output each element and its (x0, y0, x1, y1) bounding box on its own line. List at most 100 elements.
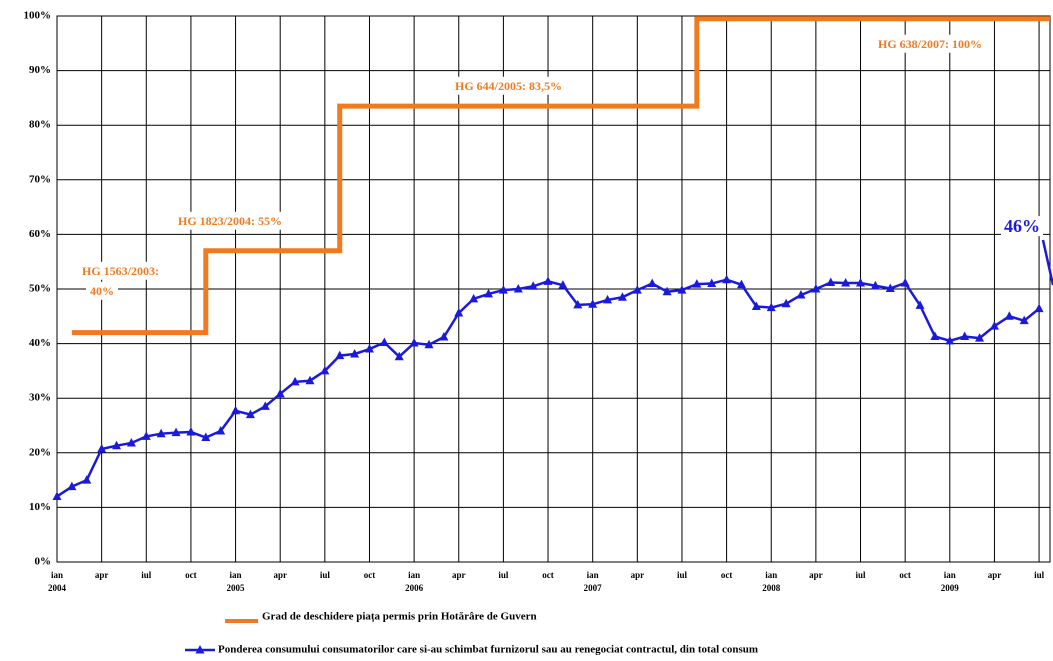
callout-pointer (1041, 239, 1053, 286)
x-tick-label: oct (721, 570, 733, 580)
legend-label: Grad de deschidere piața permis prin Hot… (262, 611, 537, 623)
point-marker (97, 443, 107, 453)
annotation-box (78, 261, 163, 280)
x-tick-label: oct (542, 570, 554, 580)
x-tick-label: iul (677, 570, 688, 580)
annotation-box (874, 34, 986, 53)
y-tick-label: 50% (29, 283, 51, 295)
x-tick-label: apr (988, 570, 1002, 580)
x-tick-label: apr (452, 570, 466, 580)
point-marker (394, 351, 404, 361)
point-marker (647, 278, 657, 288)
x-year-label: 2006 (405, 583, 424, 593)
y-tick-label: 30% (29, 392, 51, 404)
x-year-label: 2007 (584, 583, 603, 593)
annotation: HG 1823/2004: 55% (178, 214, 282, 228)
y-tick-label: 80% (29, 119, 51, 131)
point-marker (1034, 303, 1044, 313)
point-marker (915, 300, 925, 309)
point-marker (960, 331, 970, 341)
point-marker (707, 278, 717, 288)
point-marker (82, 475, 92, 484)
point-marker (841, 277, 851, 287)
callout: 46% (1004, 216, 1040, 236)
point-marker (454, 308, 464, 317)
point-marker (409, 338, 419, 347)
annotation: HG 1563/2003: (82, 264, 159, 278)
legend-label: Ponderea consumului consumatorilor care … (218, 644, 758, 656)
point-marker (528, 281, 538, 290)
point-marker (231, 405, 241, 415)
x-tick-label: oct (185, 570, 197, 580)
point-marker (52, 491, 62, 500)
point-marker (1019, 315, 1029, 325)
point-marker (766, 302, 776, 312)
point-marker (603, 294, 613, 304)
x-year-label: 2008 (762, 583, 781, 593)
point-marker (632, 285, 642, 294)
point-marker (796, 290, 806, 299)
x-tick-label: ian (587, 570, 599, 580)
x-tick-label: ian (51, 570, 63, 580)
y-tick-label: 60% (29, 228, 51, 240)
annotation: 40% (90, 284, 114, 298)
annotation: HG 644/2005: 83,5% (455, 79, 562, 93)
point-marker (498, 285, 508, 294)
x-year-label: 2009 (941, 583, 960, 593)
point-marker (975, 333, 985, 342)
x-tick-label: ian (230, 570, 242, 580)
callout-box (1001, 216, 1043, 237)
point-marker (171, 427, 181, 437)
point-marker (677, 285, 687, 294)
annotation-box (451, 76, 566, 95)
point-marker (617, 292, 627, 301)
point-marker (736, 279, 746, 289)
x-tick-label: oct (364, 570, 376, 580)
annotation-box (174, 211, 286, 230)
x-tick-label: iul (320, 570, 331, 580)
point-marker (558, 280, 568, 289)
point-marker (201, 432, 211, 442)
x-tick-label: iul (141, 570, 152, 580)
point-marker (543, 276, 553, 285)
point-marker (588, 299, 598, 308)
point-marker (811, 284, 821, 293)
point-marker (245, 409, 255, 419)
x-tick-label: apr (95, 570, 109, 580)
x-tick-label: oct (899, 570, 911, 580)
point-marker (439, 332, 449, 341)
y-tick-label: 100% (24, 10, 52, 22)
point-marker (379, 337, 389, 347)
point-marker (141, 431, 151, 440)
point-marker (275, 388, 285, 398)
point-marker (335, 350, 345, 360)
point-marker (751, 301, 761, 310)
point-marker (156, 428, 166, 438)
point-marker (305, 375, 315, 385)
x-tick-label: apr (273, 570, 287, 580)
x-tick-label: ian (408, 570, 420, 580)
point-marker (364, 344, 374, 353)
point-marker (320, 365, 330, 375)
point-marker (885, 283, 895, 292)
annotation-box (86, 281, 118, 300)
series-line (71, 16, 1050, 336)
point-marker (126, 437, 136, 447)
point-marker (1004, 311, 1014, 320)
plot-frame (56, 15, 1051, 563)
point-marker (662, 286, 672, 296)
point-marker (900, 277, 910, 287)
x-year-label: 2005 (227, 583, 246, 593)
point-marker (573, 299, 583, 309)
point-marker (484, 288, 494, 298)
point-marker (469, 293, 479, 303)
point-marker (290, 376, 300, 386)
point-marker (260, 401, 270, 410)
point-marker (350, 348, 360, 358)
x-tick-label: iul (1034, 570, 1045, 580)
point-marker (945, 335, 955, 345)
x-tick-label: ian (765, 570, 777, 580)
point-marker (186, 427, 196, 436)
y-tick-label: 10% (29, 501, 51, 513)
